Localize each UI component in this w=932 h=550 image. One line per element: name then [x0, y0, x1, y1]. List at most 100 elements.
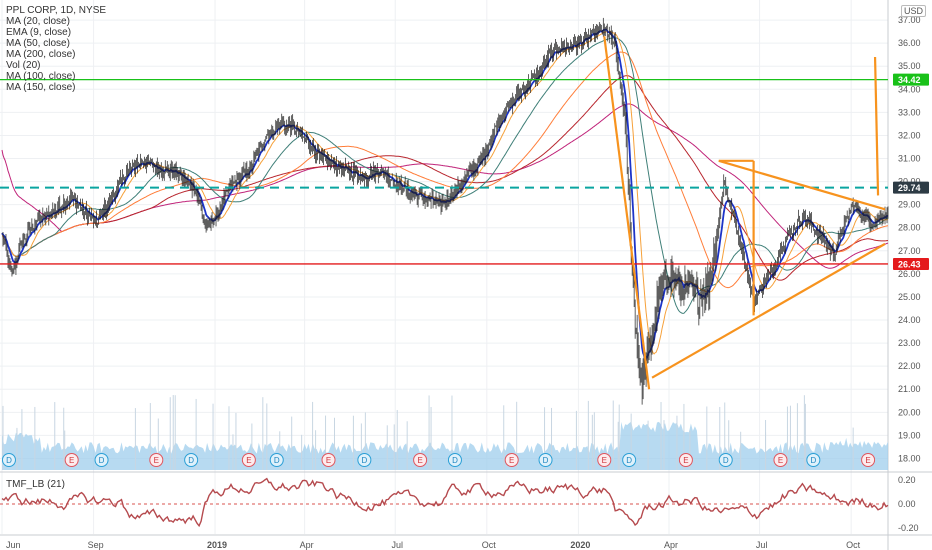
y-tick-label: 23.00 — [898, 338, 921, 348]
legend-title[interactable]: PPL CORP, 1D, NYSE — [6, 5, 107, 16]
y-tick-label: 18.00 — [898, 453, 921, 463]
level-price-text: 34.42 — [898, 75, 921, 85]
volume-area — [2, 421, 888, 470]
legend-indicator[interactable]: MA (50, close) — [6, 38, 70, 49]
earnings-badge — [64, 453, 79, 467]
currency-badge[interactable]: USD — [900, 5, 926, 17]
badge-label: D — [99, 456, 105, 465]
dividend-badge — [538, 453, 553, 467]
volume-bars — [2, 395, 888, 470]
level-price-tag — [893, 73, 929, 86]
y-tick-label: 32.00 — [898, 130, 921, 140]
y-tick-label: 33.00 — [898, 107, 921, 117]
dividend-badge — [1, 453, 16, 467]
horizontal-levels — [0, 79, 888, 265]
dividend-badge — [94, 453, 109, 467]
trendline-drawings — [603, 36, 886, 390]
earnings-badge — [413, 453, 428, 467]
x-tick-label: Oct — [846, 540, 861, 550]
time-axis: Jun Sep 2019 Apr Jul Oct 2020 Apr Jul Oct — [6, 540, 861, 550]
dividend-badge — [718, 453, 733, 467]
badge-label: E — [509, 456, 514, 465]
legend-indicator[interactable]: MA (150, close) — [6, 82, 76, 93]
legend-indicator[interactable]: EMA (9, close) — [6, 27, 72, 38]
legend-indicator[interactable]: MA (20, close) — [6, 16, 70, 27]
earnings-badge — [861, 453, 876, 467]
orange-trendline — [718, 159, 886, 211]
orange-trendline — [873, 56, 880, 196]
y-tick-label: 28.00 — [898, 223, 921, 233]
badge-label: E — [865, 456, 870, 465]
level-price-tag — [893, 257, 929, 270]
level-price-text: 26.43 — [898, 259, 921, 269]
earnings-badge — [504, 453, 519, 467]
badge-label: D — [274, 456, 280, 465]
tmf-tick-label: 0.20 — [898, 475, 916, 485]
dividend-badge — [184, 453, 199, 467]
badge-label: E — [154, 456, 159, 465]
y-tick-label: 22.00 — [898, 361, 921, 371]
y-tick-label: 21.00 — [898, 384, 921, 394]
y-tick-label: 27.00 — [898, 246, 921, 256]
ma150-line — [1, 75, 889, 281]
badge-label: D — [723, 456, 729, 465]
y-tick-label: 25.00 — [898, 292, 921, 302]
y-tick-label: 31.00 — [898, 154, 921, 164]
y-tick-label: 19.00 — [898, 430, 921, 440]
earnings-badge — [597, 453, 612, 467]
y-tick-label: 35.00 — [898, 61, 921, 71]
y-tick-label: 37.00 — [898, 15, 921, 25]
earnings-badge — [149, 453, 164, 467]
tmf-tick-label: -0.20 — [898, 523, 919, 533]
tmf-tick-label: 0.00 — [898, 499, 916, 509]
badge-label: D — [810, 456, 816, 465]
tmf-legend[interactable]: TMF_LB (21) — [6, 479, 65, 490]
legend-indicator[interactable]: MA (100, close) — [6, 71, 76, 82]
x-tick-label: 2019 — [207, 540, 227, 550]
badge-label: E — [69, 456, 74, 465]
dividend-badge — [622, 453, 637, 467]
level-price-labels: 34.42 29.74 26.43 — [893, 73, 929, 270]
dividend-badge — [447, 453, 462, 467]
badge-label: D — [452, 456, 458, 465]
legend-indicator[interactable]: Vol (20) — [6, 60, 41, 71]
y-tick-label: 24.00 — [898, 315, 921, 325]
badge-label: D — [543, 456, 549, 465]
dividend-badge — [269, 453, 284, 467]
badge-label: D — [188, 456, 194, 465]
x-tick-label: Jul — [391, 540, 403, 550]
earnings-badge — [321, 453, 336, 467]
badge-label: E — [326, 456, 331, 465]
earnings-badge — [241, 453, 256, 467]
price-axis: 37.0036.0035.0034.0033.0032.0031.0030.00… — [898, 15, 921, 463]
y-tick-label: 29.00 — [898, 200, 921, 210]
earnings-badge — [773, 453, 788, 467]
orange-trendline — [651, 242, 886, 379]
indicator-legend: PPL CORP, 1D, NYSE MA (20, close) EMA (9… — [6, 5, 106, 93]
badge-label: D — [6, 456, 12, 465]
badge-label: E — [417, 456, 422, 465]
price-bars — [2, 17, 889, 405]
earnings-badge — [678, 453, 693, 467]
badge-label: E — [778, 456, 783, 465]
legend-indicator[interactable]: MA (200, close) — [6, 49, 76, 60]
badge-label: E — [683, 456, 688, 465]
badge-label: E — [602, 456, 607, 465]
dividend-badge — [357, 453, 372, 467]
badge-label: D — [626, 456, 632, 465]
x-tick-label: Jul — [756, 540, 768, 550]
badge-label: E — [246, 456, 251, 465]
x-tick-label: Oct — [482, 540, 497, 550]
x-tick-label: Apr — [300, 540, 314, 550]
badge-label: D — [361, 456, 367, 465]
ma100-line — [1, 51, 889, 289]
orange-trendline — [603, 36, 651, 390]
tmf-line — [1, 477, 889, 528]
x-tick-label: Apr — [664, 540, 678, 550]
level-price-tag — [893, 181, 929, 194]
dividend-badge — [806, 453, 821, 467]
level-price-text: 29.74 — [898, 183, 921, 193]
y-tick-label: 34.00 — [898, 84, 921, 94]
